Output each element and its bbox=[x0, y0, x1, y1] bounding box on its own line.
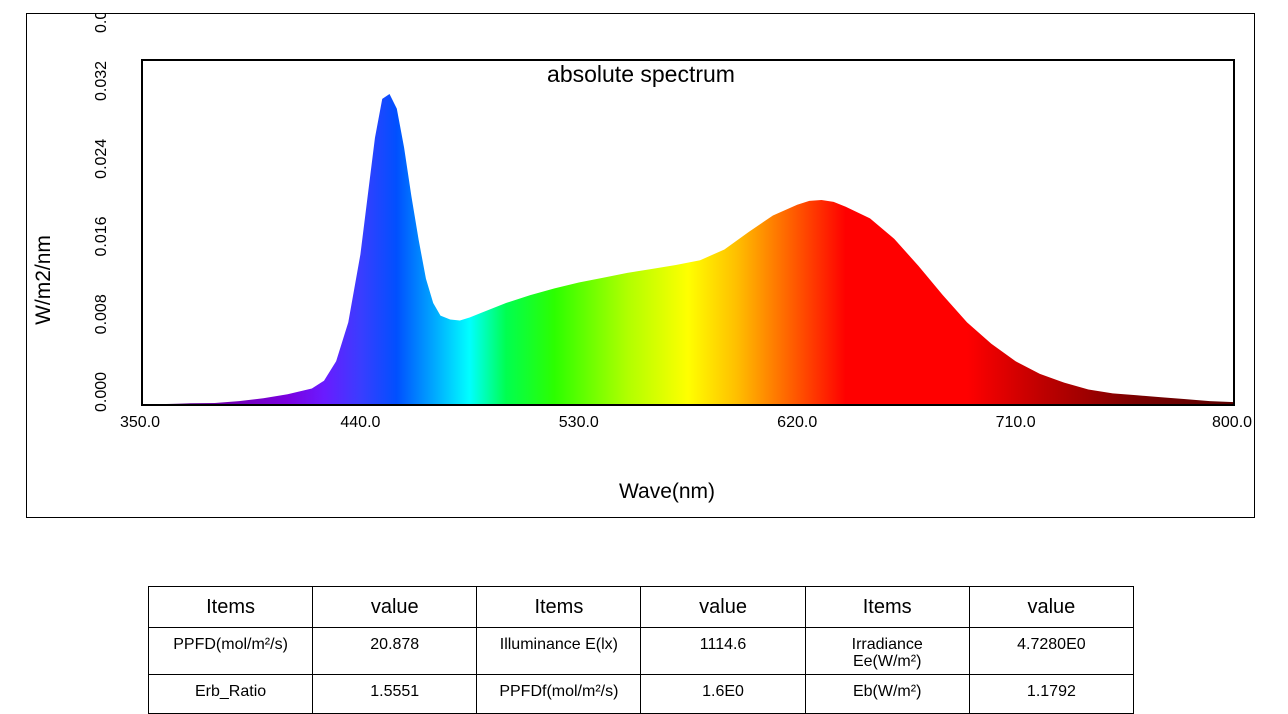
table-cell: 4.7280E0 bbox=[968, 627, 1135, 675]
table-header-cell: value bbox=[968, 586, 1135, 628]
table-header-cell: value bbox=[312, 586, 478, 628]
x-tick-label: 620.0 bbox=[777, 414, 817, 431]
y-axis-label: W/m2/nm bbox=[32, 235, 55, 325]
table-cell: Erb_Ratio bbox=[147, 674, 314, 714]
table-header-cell: Items bbox=[476, 586, 642, 628]
chart-title: absolute spectrum bbox=[547, 61, 735, 87]
table-cell: PPFD(mol/m²/s) bbox=[147, 627, 314, 675]
y-tick-label: 0.039 bbox=[93, 14, 110, 33]
table-header-cell: Items bbox=[147, 586, 314, 628]
table-cell: 1.5551 bbox=[312, 674, 478, 714]
x-tick-label: 530.0 bbox=[559, 414, 599, 431]
table-row: Erb_Ratio 1.5551 PPFDf(mol/m²/s) 1.6E0 E… bbox=[147, 674, 1135, 714]
table-cell: 1.6E0 bbox=[640, 674, 806, 714]
table-cell: 20.878 bbox=[312, 627, 478, 675]
y-tick-label: 0.024 bbox=[93, 139, 110, 179]
x-tick-label: 350.0 bbox=[120, 414, 160, 431]
y-tick-label: 0.032 bbox=[93, 61, 110, 101]
y-tick-label: 0.016 bbox=[93, 216, 110, 256]
table-header-cell: Items bbox=[804, 586, 970, 628]
table-cell: Illuminance E(lx) bbox=[476, 627, 642, 675]
table-cell: Eb(W/m²) bbox=[804, 674, 970, 714]
table-cell: PPFDf(mol/m²/s) bbox=[476, 674, 642, 714]
y-tick-label: 0.008 bbox=[93, 294, 110, 334]
x-tick-label: 440.0 bbox=[340, 414, 380, 431]
plot-area-border bbox=[141, 59, 1235, 406]
x-tick-label: 800.0 bbox=[1212, 414, 1252, 431]
spectrum-chart: absolute spectrum 350.0 440.0 530.0 620.0 71… bbox=[32, 14, 1252, 503]
x-axis-label: Wave(nm) bbox=[619, 480, 715, 503]
table-header-cell: value bbox=[640, 586, 806, 628]
spectrum-chart-frame: absolute spectrum 350.0 440.0 530.0 620.0 71… bbox=[26, 13, 1255, 518]
spectrum-area bbox=[142, 94, 1234, 405]
x-tick-label: 710.0 bbox=[996, 414, 1036, 431]
table-cell: 1114.6 bbox=[640, 627, 806, 675]
table-cell: Irradiance Ee(W/m²) bbox=[804, 627, 970, 675]
y-tick-label: 0.000 bbox=[93, 372, 110, 412]
table-row: PPFD(mol/m²/s) 20.878 Illuminance E(lx) … bbox=[147, 627, 1135, 675]
table-cell: 1.1792 bbox=[968, 674, 1135, 714]
table-header-row: Items value Items value Items value bbox=[147, 586, 1135, 628]
